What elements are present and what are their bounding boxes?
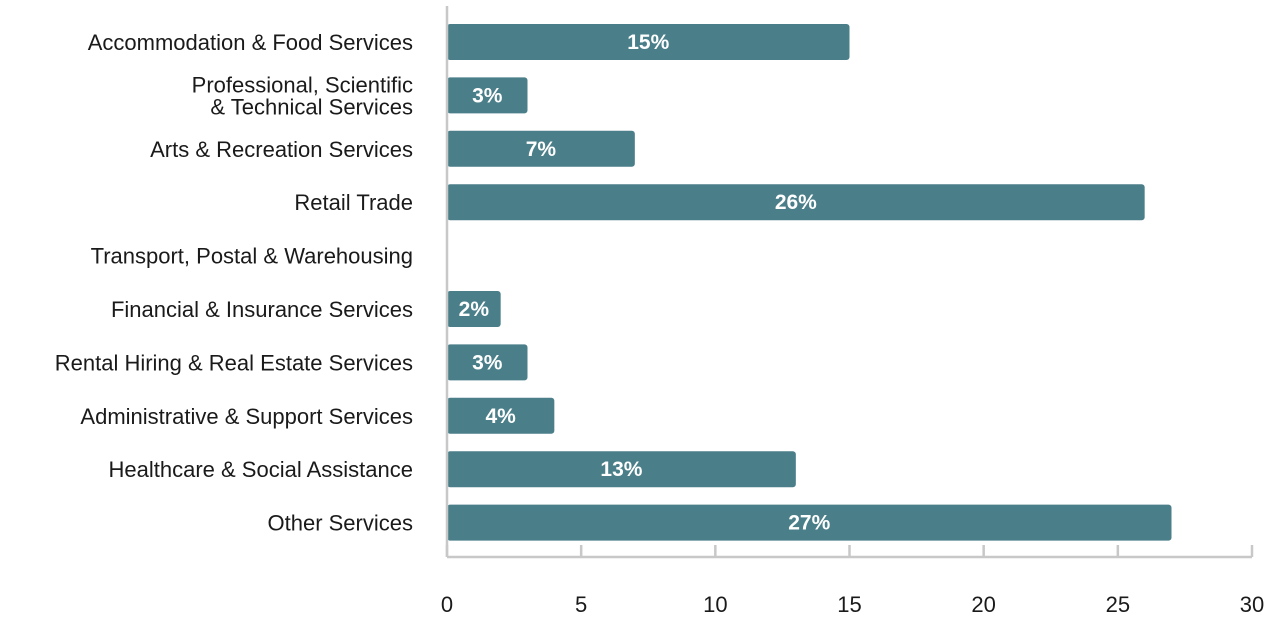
bar-data-label: 2%: [459, 298, 490, 321]
bar: [447, 504, 1172, 541]
bar: [447, 291, 501, 327]
category-label: Administrative & Support Services: [80, 404, 413, 429]
category-label: Financial & Insurance Services: [111, 297, 413, 322]
x-tick-label: 5: [575, 592, 587, 617]
bar-data-label: 7%: [526, 138, 557, 161]
bar: [447, 344, 528, 381]
x-tick-label: 30: [1240, 592, 1264, 617]
bar: [447, 184, 1145, 221]
bar-data-label: 27%: [788, 512, 830, 535]
x-tick-label: 25: [1106, 592, 1130, 617]
category-label: Rental Hiring & Real Estate Services: [55, 350, 413, 375]
bar-data-label: 3%: [472, 84, 503, 107]
bar: [447, 451, 796, 488]
category-label: Professional, Scientific & Technical Serv…: [192, 72, 413, 119]
category-label: Other Services: [268, 511, 414, 536]
category-label: Healthcare & Social Assistance: [109, 457, 414, 482]
category-label: Accommodation & Food Services: [88, 30, 413, 55]
bar-data-label: 26%: [775, 191, 817, 214]
x-tick-label: 15: [837, 592, 861, 617]
x-tick-label: 10: [703, 592, 727, 617]
bar-data-label: 4%: [485, 405, 516, 428]
bar-data-label: 15%: [627, 31, 669, 54]
x-tick-label: 0: [441, 592, 453, 617]
bar: [447, 130, 635, 167]
bar-data-label: 3%: [472, 351, 503, 374]
bar-data-label: 13%: [600, 458, 642, 481]
bar: [447, 77, 528, 114]
x-tick-label: 20: [971, 592, 995, 617]
bar: [447, 397, 555, 434]
bar: [447, 24, 850, 60]
category-label: Retail Trade: [294, 190, 413, 215]
category-label: Arts & Recreation Services: [150, 137, 413, 162]
category-label: Transport, Postal & Warehousing: [91, 244, 413, 269]
